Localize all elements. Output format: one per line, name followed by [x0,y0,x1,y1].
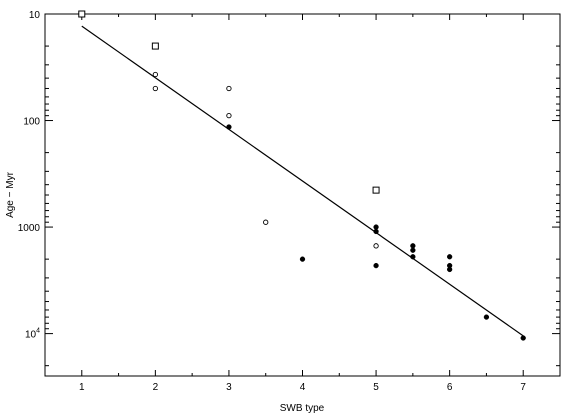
x-tick-label: 1 [79,382,85,393]
y-tick-label-base: 100 [23,117,40,128]
filled-circle-point [410,254,416,260]
open-square-point [78,10,86,18]
filled-circle-point [373,224,379,230]
y-tick-label: 100 [23,117,40,128]
x-axis-ticks: 1 2 3 4 5 6 7 [79,14,526,393]
x-tick-label: 7 [520,382,526,393]
x-tick-label: 3 [226,382,232,393]
open-circle-point [226,113,232,119]
open-square-point [372,186,380,194]
open-circle-point [373,243,379,249]
filled-circle-point [373,262,379,269]
y-tick-label: 1000 [18,223,41,234]
open-circle-point [152,71,159,78]
y-tick-label: 10 [29,10,41,21]
filled-circle-point [226,124,232,130]
y-tick-label-base: 10 [29,10,41,21]
filled-circle-point [373,228,379,235]
y-axis-label: Age − Myr [5,171,16,218]
x-tick-label: 4 [300,382,306,393]
x-axis-label: SWB type [280,403,325,414]
filled-circle-point [410,247,416,253]
fit-line [81,25,524,337]
filled-circle-point [299,256,306,262]
x-tick-label: 5 [373,382,379,393]
open-square-point [151,42,159,50]
y-tick-label: 104 [25,328,40,341]
y-tick-label-base: 10 [25,330,37,341]
filled-circle-point [520,335,526,341]
open-circle-point [152,85,159,92]
plot-frame [44,13,561,377]
y-tick-label-exponent: 4 [36,328,40,335]
open-circle-point [226,85,232,92]
x-tick-label: 2 [153,382,159,393]
x-tick-label: 6 [447,382,453,393]
filled-circle-point [446,266,453,273]
filled-circle-point [410,243,416,249]
filled-circle-point [483,314,490,320]
data-points [78,10,526,341]
y-tick-label-base: 1000 [18,223,41,234]
filled-circle-point [446,254,453,260]
open-circle-point [263,219,269,225]
